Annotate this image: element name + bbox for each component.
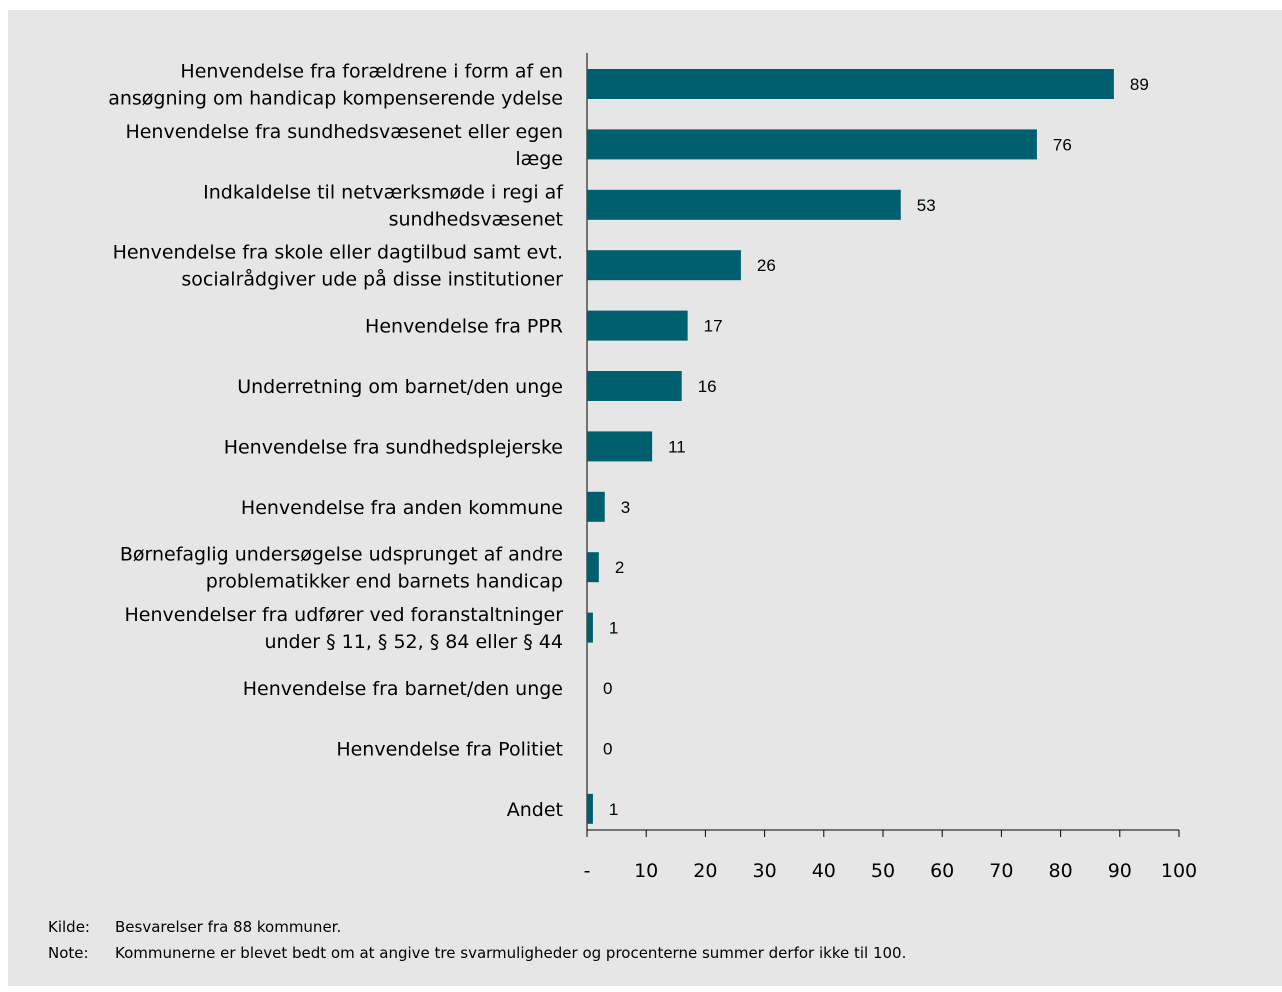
bar xyxy=(587,431,653,462)
category-label-line: Henvendelse fra skole eller dagtilbud sa… xyxy=(113,242,563,264)
category-label: Henvendelse fra barnet/den unge xyxy=(243,678,563,700)
value-label: 1 xyxy=(609,800,618,819)
bar xyxy=(587,69,1114,99)
x-tick-label: 100 xyxy=(1161,860,1197,882)
category-label-line: socialrådgiver ude på disse institutione… xyxy=(181,268,563,291)
category-label-line: Henvendelse fra forældrene i form af en xyxy=(180,61,563,83)
value-label: 53 xyxy=(917,196,936,215)
value-label: 76 xyxy=(1053,135,1072,154)
value-label: 3 xyxy=(621,498,630,517)
x-tick-label: 10 xyxy=(634,860,658,882)
value-label: 11 xyxy=(668,437,686,456)
value-label: 0 xyxy=(603,679,612,698)
value-label: 0 xyxy=(603,739,612,758)
category-label: Henvendelse fra forældrene i form af en a… xyxy=(108,61,563,110)
x-tick-label: 80 xyxy=(1049,860,1073,882)
category-label: Henvendelse fra sundhedsvæsenet eller eg… xyxy=(125,121,563,170)
category-label-line: Henvendelse fra sundhedsplejerske xyxy=(224,436,563,458)
category-label-line: læge xyxy=(515,148,563,170)
category-label: Indkaldelse til netværksmøde i regi af su… xyxy=(203,181,564,230)
category-label-line: Børnefaglig undersøgelse udsprunget af a… xyxy=(120,544,563,566)
category-label: Andet xyxy=(507,799,563,821)
category-label: Underretning om barnet/den unge xyxy=(237,376,563,398)
x-tick-label: 70 xyxy=(989,860,1013,882)
bar xyxy=(587,129,1037,160)
category-label-line: sundhedsvæsenet xyxy=(389,208,563,230)
bar xyxy=(587,250,741,281)
category-label: Henvendelse fra anden kommune xyxy=(241,497,563,519)
x-tick-label: 50 xyxy=(871,860,895,882)
note-label: Note: xyxy=(48,944,89,962)
category-label: Henvendelse fra PPR xyxy=(365,316,563,338)
category-label: Henvendelse fra skole eller dagtilbud sa… xyxy=(113,242,564,291)
bar xyxy=(587,491,605,522)
bar xyxy=(587,612,593,643)
value-label: 89 xyxy=(1130,75,1149,94)
bar xyxy=(587,793,593,824)
category-label: Henvendelse fra Politiet xyxy=(336,738,563,760)
value-label: 17 xyxy=(704,317,723,336)
value-label: 1 xyxy=(609,619,618,638)
category-label-line: Henvendelse fra barnet/den unge xyxy=(243,678,563,700)
category-label-line: Henvendelser fra udfører ved foranstaltn… xyxy=(125,604,564,626)
category-label: Børnefaglig undersøgelse udsprunget af a… xyxy=(120,544,563,593)
x-tick-label: 30 xyxy=(753,860,777,882)
category-label-line: under § 11, § 52, § 84 eller § 44 xyxy=(264,631,563,653)
x-tick-label: 60 xyxy=(930,860,954,882)
category-label-line: problematikker end barnets handicap xyxy=(206,571,563,593)
category-label-line: Andet xyxy=(507,799,563,821)
category-label: Henvendelser fra udfører ved foranstaltn… xyxy=(125,604,564,653)
x-tick-label: - xyxy=(584,860,591,882)
bar xyxy=(587,310,688,341)
note-label: Kilde: xyxy=(48,918,90,936)
bar xyxy=(587,371,682,401)
note-text: Kommunerne er blevet bedt om at angive t… xyxy=(115,944,906,962)
category-label-line: Henvendelse fra PPR xyxy=(365,316,563,338)
value-label: 16 xyxy=(698,377,717,396)
x-tick-label: 90 xyxy=(1108,860,1132,882)
bar xyxy=(587,552,599,583)
value-label: 26 xyxy=(757,256,776,275)
value-label: 2 xyxy=(615,558,624,577)
category-label-line: ansøgning om handicap kompenserende ydel… xyxy=(108,88,563,110)
x-tick-label: 40 xyxy=(812,860,836,882)
chart-background xyxy=(8,10,1282,986)
note-text: Besvarelser fra 88 kommuner. xyxy=(115,918,341,936)
category-label-line: Indkaldelse til netværksmøde i regi af xyxy=(203,181,564,203)
category-label: Henvendelse fra sundhedsplejerske xyxy=(224,436,563,458)
bar xyxy=(587,189,901,220)
x-tick-label: 20 xyxy=(693,860,717,882)
category-label-line: Henvendelse fra anden kommune xyxy=(241,497,563,519)
category-label-line: Henvendelse fra Politiet xyxy=(336,738,563,760)
category-label-line: Underretning om barnet/den unge xyxy=(237,376,563,398)
category-label-line: Henvendelse fra sundhedsvæsenet eller eg… xyxy=(125,121,563,143)
